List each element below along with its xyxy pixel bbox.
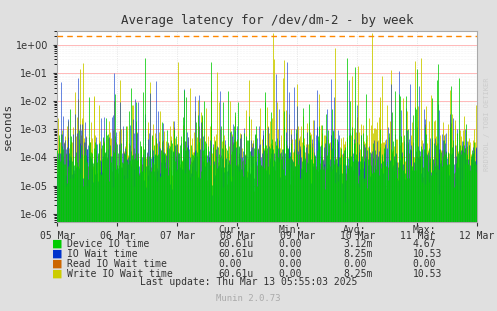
Text: 0.00: 0.00 bbox=[278, 239, 302, 249]
Text: Avg:: Avg: bbox=[343, 225, 366, 235]
Text: ■: ■ bbox=[52, 249, 63, 259]
Text: 0.00: 0.00 bbox=[219, 259, 242, 269]
Text: RRDTOOL / TOBI OETIKER: RRDTOOL / TOBI OETIKER bbox=[484, 78, 490, 171]
Text: ■: ■ bbox=[52, 259, 63, 269]
Text: 60.61u: 60.61u bbox=[219, 269, 254, 279]
Text: ■: ■ bbox=[52, 269, 63, 279]
Text: Last update: Thu Mar 13 05:55:03 2025: Last update: Thu Mar 13 05:55:03 2025 bbox=[140, 277, 357, 287]
Text: Min:: Min: bbox=[278, 225, 302, 235]
Y-axis label: seconds: seconds bbox=[3, 103, 13, 150]
Text: 0.00: 0.00 bbox=[413, 259, 436, 269]
Text: ■: ■ bbox=[52, 239, 63, 249]
Title: Average latency for /dev/dm-2 - by week: Average latency for /dev/dm-2 - by week bbox=[121, 14, 414, 27]
Text: 60.61u: 60.61u bbox=[219, 249, 254, 259]
Text: 0.00: 0.00 bbox=[278, 249, 302, 259]
Text: 0.00: 0.00 bbox=[278, 259, 302, 269]
Text: Cur:: Cur: bbox=[219, 225, 242, 235]
Text: Write IO Wait time: Write IO Wait time bbox=[67, 269, 173, 279]
Text: 60.61u: 60.61u bbox=[219, 239, 254, 249]
Text: Munin 2.0.73: Munin 2.0.73 bbox=[216, 294, 281, 303]
Text: Read IO Wait time: Read IO Wait time bbox=[67, 259, 167, 269]
Text: 8.25m: 8.25m bbox=[343, 269, 372, 279]
Text: 10.53: 10.53 bbox=[413, 249, 442, 259]
Text: 8.25m: 8.25m bbox=[343, 249, 372, 259]
Text: 0.00: 0.00 bbox=[278, 269, 302, 279]
Text: 3.12m: 3.12m bbox=[343, 239, 372, 249]
Text: Device IO time: Device IO time bbox=[67, 239, 149, 249]
Text: 10.53: 10.53 bbox=[413, 269, 442, 279]
Text: 4.67: 4.67 bbox=[413, 239, 436, 249]
Text: IO Wait time: IO Wait time bbox=[67, 249, 138, 259]
Text: Max:: Max: bbox=[413, 225, 436, 235]
Text: 0.00: 0.00 bbox=[343, 259, 366, 269]
